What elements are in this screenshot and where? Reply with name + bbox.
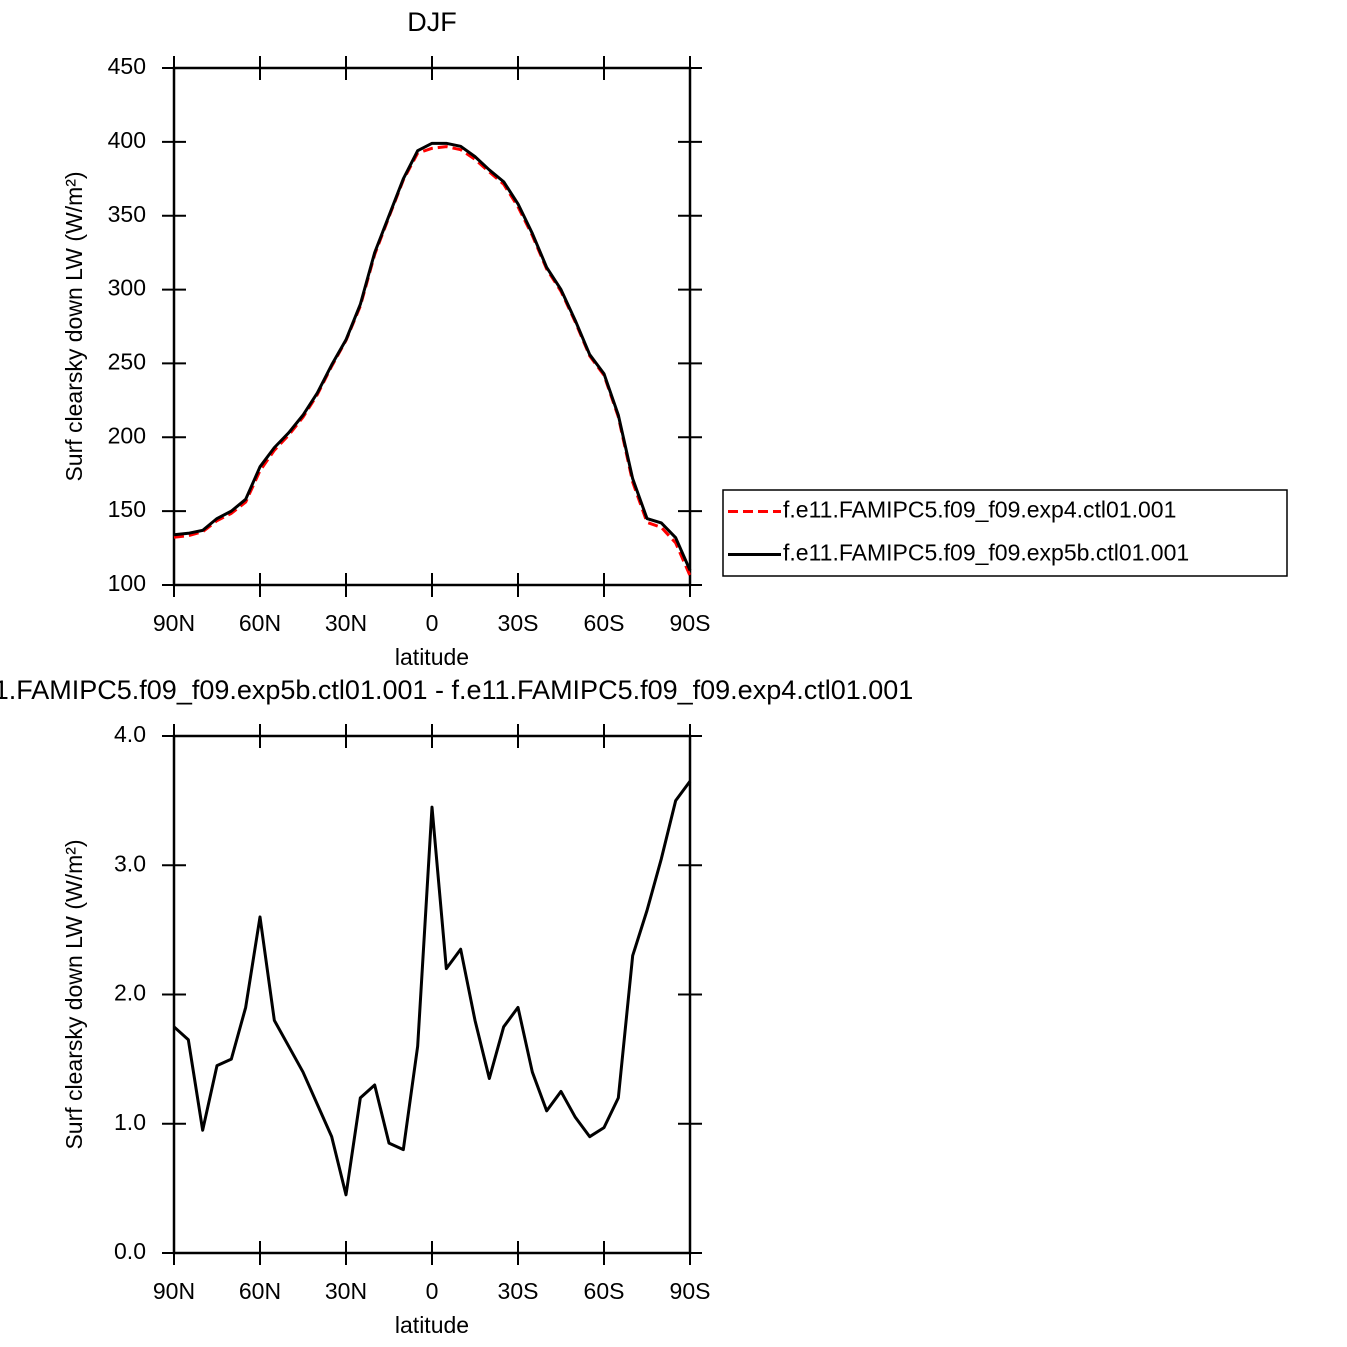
y-tick-label: 200 — [108, 422, 146, 448]
x-tick-label: 30S — [498, 1278, 539, 1304]
x-tick-label: 60N — [239, 1278, 281, 1304]
x-tick-label: 60N — [239, 610, 281, 636]
x-tick-label: 60S — [584, 610, 625, 636]
plot-frame — [172, 734, 692, 1255]
y-tick-label: 100 — [108, 570, 146, 596]
y-tick-label: 250 — [108, 349, 146, 375]
legend-label: f.e11.FAMIPC5.f09_f09.exp4.ctl01.001 — [783, 497, 1176, 523]
y-tick-label: 2.0 — [114, 980, 146, 1006]
chart-title: f.e11.FAMIPC5.f09_f09.exp5b.ctl01.001 - … — [0, 675, 913, 705]
plot-frame — [172, 66, 692, 587]
data-line — [173, 141, 692, 571]
y-tick-label: 300 — [108, 275, 146, 301]
y-tick-label: 1.0 — [114, 1109, 146, 1135]
x-tick-label: 60S — [584, 1278, 625, 1304]
x-axis-label: latitude — [395, 1312, 469, 1338]
y-axis-label: Surf clearsky down LW (W/m²) — [61, 171, 87, 481]
y-tick-label: 3.0 — [114, 850, 146, 876]
y-tick-label: 450 — [108, 53, 146, 79]
y-tick-label: 4.0 — [114, 721, 146, 747]
x-tick-label: 30S — [498, 610, 539, 636]
y-tick-label: 150 — [108, 496, 146, 522]
y-tick-label: 350 — [108, 201, 146, 227]
legend-label: f.e11.FAMIPC5.f09_f09.exp5b.ctl01.001 — [783, 540, 1189, 566]
x-tick-label: 90S — [670, 1278, 711, 1304]
y-axis-label: Surf clearsky down LW (W/m²) — [61, 839, 87, 1149]
x-tick-label: 90S — [670, 610, 711, 636]
data-line — [173, 145, 692, 577]
data-line — [172, 780, 692, 1197]
chart-title: DJF — [407, 7, 457, 37]
x-tick-label: 90N — [153, 1278, 195, 1304]
x-tick-label: 30N — [325, 1278, 367, 1304]
x-tick-label: 0 — [426, 610, 439, 636]
y-tick-label: 0.0 — [114, 1238, 146, 1264]
x-tick-label: 90N — [153, 610, 195, 636]
x-tick-label: 30N — [325, 610, 367, 636]
y-tick-label: 400 — [108, 127, 146, 153]
legend-box — [722, 489, 1288, 577]
x-axis-label: latitude — [395, 644, 469, 670]
x-tick-label: 0 — [426, 1278, 439, 1304]
